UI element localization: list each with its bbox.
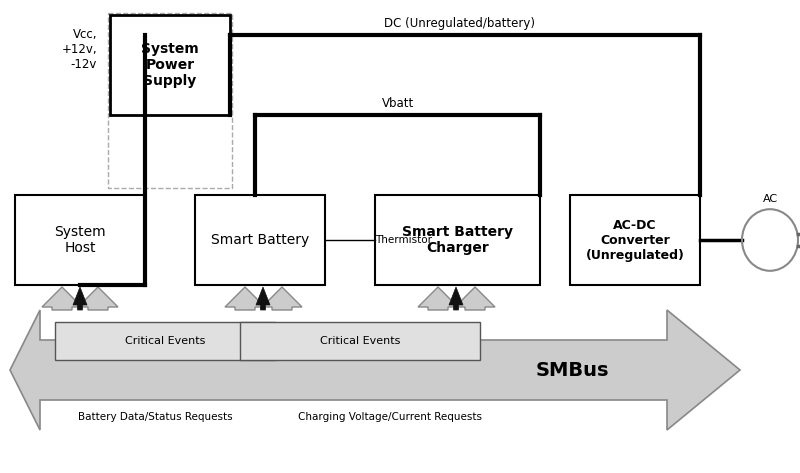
Bar [240,322,480,360]
Polygon shape [262,287,302,310]
Polygon shape [73,287,87,310]
Polygon shape [78,287,118,310]
Bar [195,195,325,285]
Text: Vbatt: Vbatt [382,97,414,110]
Text: Thermistor: Thermistor [375,235,432,245]
Bar [15,195,145,285]
Bar [108,13,232,188]
Bar [570,195,700,285]
Text: Smart Battery
Charger: Smart Battery Charger [402,225,513,255]
Text: System
Host: System Host [54,225,106,255]
Text: AC: AC [762,194,778,204]
Text: Smart Battery: Smart Battery [211,233,309,247]
Polygon shape [42,287,82,310]
Bar [55,322,275,360]
Text: Vcc,
+12v,
-12v: Vcc, +12v, -12v [62,28,97,71]
Text: AC-DC
Converter
(Unregulated): AC-DC Converter (Unregulated) [586,219,685,262]
Text: DC (Unregulated/battery): DC (Unregulated/battery) [385,17,535,30]
Text: Charging Voltage/Current Requests: Charging Voltage/Current Requests [298,412,482,422]
Polygon shape [455,287,495,310]
Bar [375,195,540,285]
Text: System
Power
Supply: System Power Supply [141,42,199,88]
Polygon shape [418,287,458,310]
Text: SMBus: SMBus [535,360,609,379]
Polygon shape [10,310,740,430]
Polygon shape [225,287,265,310]
Text: Critical Events: Critical Events [125,336,205,346]
Text: Battery Data/Status Requests: Battery Data/Status Requests [78,412,232,422]
Polygon shape [449,287,463,310]
Bar [110,15,230,115]
Text: Critical Events: Critical Events [320,336,400,346]
Polygon shape [256,287,270,310]
